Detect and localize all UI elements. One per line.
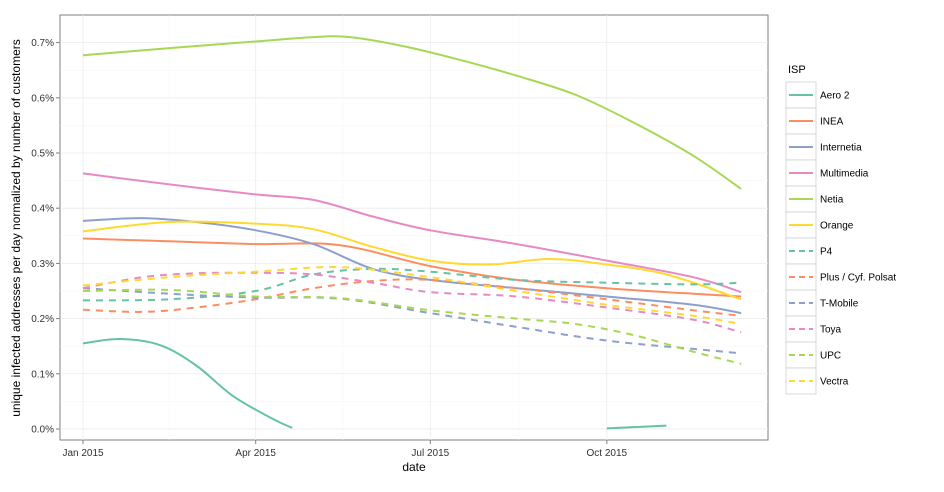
series-line-multimedia: [82, 172, 742, 294]
legend-label: T-Mobile: [820, 299, 859, 310]
legend-item-internetia: Internetia: [785, 133, 862, 161]
legend-item-netia: Netia: [785, 185, 844, 213]
legend-label: INEA: [820, 117, 844, 128]
series-line-toya: [82, 271, 742, 334]
legend-label: Orange: [820, 221, 854, 232]
series-line-t-mobile: [82, 287, 742, 355]
x-tick-label: Jan 2015: [62, 448, 104, 459]
y-tick-label: 0.1%: [31, 369, 54, 380]
legend-label: Vectra: [820, 377, 849, 388]
series-line-upc: [82, 288, 742, 365]
y-axis-title: unique infected addresses per day normal…: [9, 39, 23, 417]
x-tick-label: Jul 2015: [411, 448, 449, 459]
legend-item-vectra: Vectra: [785, 367, 849, 395]
legend-label: Plus / Cyf. Polsat: [820, 273, 896, 284]
legend-item-t-mobile: T-Mobile: [785, 289, 859, 317]
legend-title: ISP: [788, 64, 806, 76]
legend-item-inea: INEA: [785, 107, 844, 135]
grid-major: [60, 15, 768, 440]
y-tick-label: 0.4%: [31, 204, 54, 215]
legend-item-p4: P4: [785, 237, 833, 265]
x-tick-label: Oct 2015: [587, 448, 628, 459]
legend-label: UPC: [820, 351, 841, 362]
grid-minor: [60, 15, 768, 440]
series-line-orange: [82, 220, 742, 301]
y-tick-label: 0.0%: [31, 424, 54, 435]
series-lines: [82, 35, 742, 430]
series-line-p4: [82, 267, 742, 302]
legend-label: Toya: [820, 325, 842, 336]
series-line-netia: [82, 35, 742, 190]
x-axis: Jan 2015 Apr 2015 Jul 2015 Oct 2015: [62, 440, 628, 459]
y-tick-label: 0.3%: [31, 259, 54, 270]
legend-item-orange: Orange: [785, 211, 854, 239]
y-tick-label: 0.5%: [31, 148, 54, 159]
legend-item-toya: Toya: [785, 315, 842, 343]
legend: ISP Aero 2 INEA Internetia Multimedia Netia O…: [785, 64, 896, 395]
y-tick-label: 0.6%: [31, 93, 54, 104]
legend-label: Netia: [820, 195, 844, 206]
legend-label: P4: [820, 247, 833, 258]
y-tick-label: 0.7%: [31, 38, 54, 49]
legend-item-aero-2: Aero 2: [785, 81, 850, 109]
legend-label: Aero 2: [820, 91, 850, 102]
legend-item-plus-cyf-polsat: Plus / Cyf. Polsat: [785, 263, 896, 291]
y-tick-label: 0.2%: [31, 314, 54, 325]
legend-label: Multimedia: [820, 169, 869, 180]
legend-label: Internetia: [820, 143, 862, 154]
x-tick-label: Apr 2015: [235, 448, 276, 459]
legend-item-multimedia: Multimedia: [785, 159, 869, 187]
y-axis: 0.0% 0.1% 0.2% 0.3% 0.4% 0.5% 0.6% 0.7%: [31, 38, 60, 435]
series-line-aero-2: [606, 424, 667, 430]
series-line-plus-cyf-polsat: [82, 278, 742, 317]
series-line-inea: [82, 237, 742, 298]
legend-item-upc: UPC: [785, 341, 841, 369]
x-axis-title: date: [402, 460, 426, 474]
series-line-vectra: [82, 266, 742, 326]
series-line-aero-2: [82, 337, 293, 429]
